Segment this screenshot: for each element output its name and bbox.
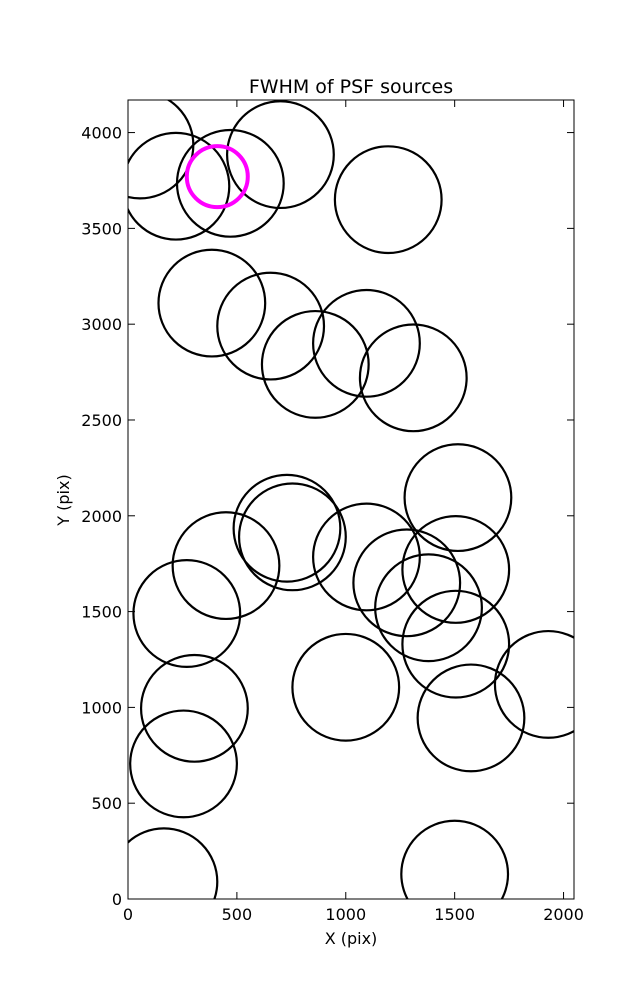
- source-circle: [132, 559, 242, 668]
- source-circle: [157, 248, 267, 358]
- source-circle: [312, 502, 421, 612]
- source-circle: [128, 131, 231, 241]
- y-tick-label: 3500: [81, 219, 122, 238]
- source-circle: [358, 323, 468, 433]
- y-tick-label: 3000: [81, 315, 122, 334]
- data-points: [128, 100, 574, 899]
- source-circle: [171, 511, 281, 621]
- source-circle: [401, 514, 511, 624]
- source-circle: [128, 827, 219, 899]
- x-tick-label: 1500: [434, 905, 475, 924]
- plot-frame: [127, 99, 575, 900]
- source-circle: [260, 309, 370, 419]
- chart-title: FWHM of PSF sources: [249, 76, 453, 98]
- y-axis: 0 500 1000 1500 2000 2500 3000 3500 4000: [81, 124, 574, 909]
- source-circle: [416, 663, 526, 773]
- source-circle: [139, 653, 249, 763]
- highlighted-source-circle: [184, 144, 250, 210]
- source-circle: [493, 629, 574, 739]
- x-tick-label: 500: [222, 905, 253, 924]
- source-circle: [232, 473, 342, 583]
- x-axis-label: X (pix): [325, 929, 378, 948]
- source-circle: [312, 288, 421, 398]
- x-tick-label: 0: [123, 905, 133, 924]
- y-tick-label: 0: [112, 890, 122, 909]
- y-tick-label: 500: [91, 794, 122, 813]
- y-tick-label: 4000: [81, 124, 122, 143]
- source-circle: [175, 128, 285, 238]
- source-circle: [225, 100, 335, 210]
- y-tick-label: 1000: [81, 698, 122, 717]
- source-circle: [374, 553, 483, 663]
- source-circle: [291, 632, 401, 742]
- y-tick-label: 2000: [81, 507, 122, 526]
- x-axis: 0 500 1000 1500 2000: [123, 100, 584, 924]
- source-circle: [400, 819, 510, 899]
- source-circle: [237, 482, 347, 592]
- x-tick-label: 1000: [325, 905, 366, 924]
- y-axis-label: Y (pix): [54, 474, 73, 526]
- source-circle: [216, 271, 326, 381]
- source-circle: [333, 145, 443, 255]
- source-circle: [403, 443, 513, 553]
- source-circle: [129, 709, 238, 819]
- source-circle: [401, 589, 511, 699]
- x-tick-label: 2000: [543, 905, 584, 924]
- y-tick-label: 2500: [81, 411, 122, 430]
- source-circle: [352, 528, 462, 638]
- y-tick-label: 1500: [81, 603, 122, 622]
